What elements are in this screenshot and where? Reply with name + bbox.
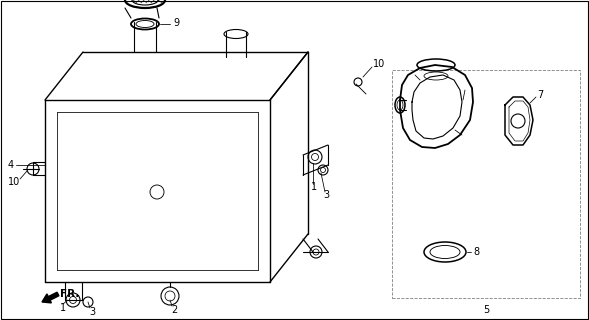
- Text: 9: 9: [173, 18, 179, 28]
- Text: 3: 3: [89, 307, 95, 317]
- Text: 3: 3: [323, 190, 329, 200]
- Text: 1: 1: [311, 182, 317, 192]
- Text: 10: 10: [373, 59, 385, 69]
- Text: 7: 7: [537, 90, 543, 100]
- Text: 8: 8: [473, 247, 479, 257]
- Text: FR.: FR.: [60, 289, 80, 299]
- Text: 2: 2: [171, 305, 177, 315]
- Text: 1: 1: [60, 303, 66, 313]
- Bar: [392, 70, 580, 298]
- FancyArrow shape: [42, 292, 59, 303]
- Text: 10: 10: [8, 177, 20, 187]
- Text: 5: 5: [483, 305, 489, 315]
- Text: 6: 6: [173, 0, 179, 2]
- Text: 4: 4: [8, 160, 14, 170]
